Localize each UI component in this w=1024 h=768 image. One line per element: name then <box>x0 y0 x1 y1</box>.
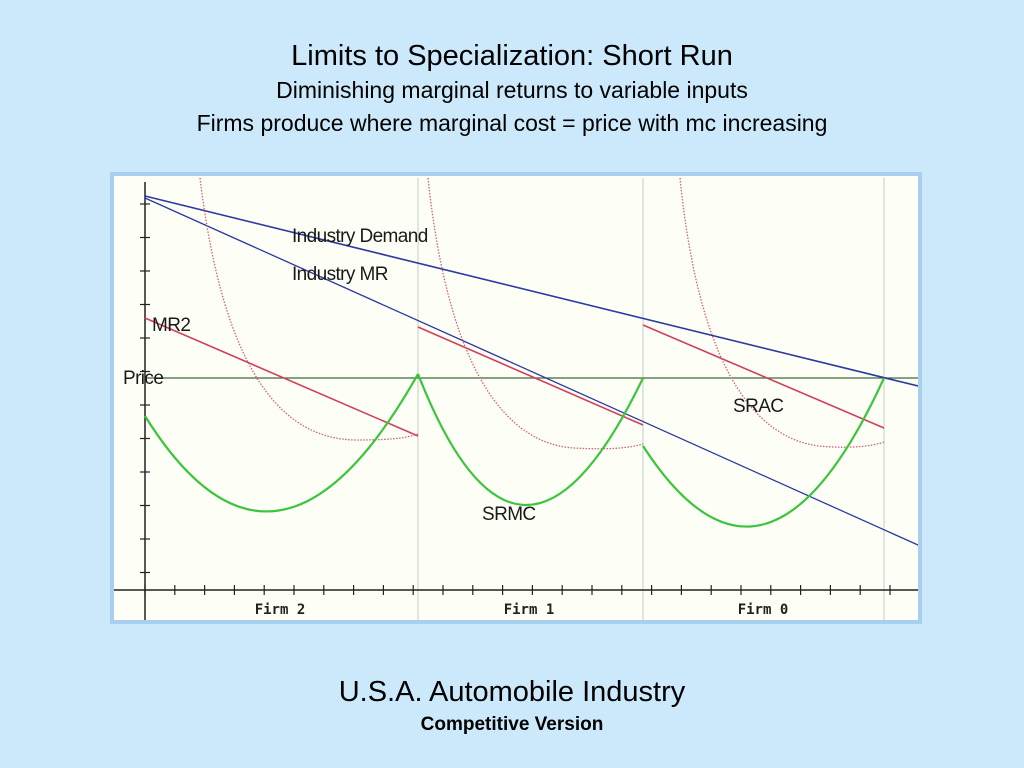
slide-title: Limits to Specialization: Short Run <box>291 40 733 72</box>
mr0-line <box>642 324 885 429</box>
price-label: Price <box>123 368 163 389</box>
firm-label-0: Firm 0 <box>738 602 789 618</box>
mr2-label: MR2 <box>152 315 190 336</box>
firm-label-2: Firm 2 <box>255 602 306 618</box>
industry-demand-line <box>144 195 918 387</box>
diagram-frame: Industry Demand Industry MR MR2 Price SR… <box>110 172 922 624</box>
srac-label: SRAC <box>733 396 783 417</box>
srmc-curve-firm0 <box>642 377 886 528</box>
srac-curve-firm1 <box>427 177 644 450</box>
srmc-label: SRMC <box>482 504 536 525</box>
specialization-diagram: Industry Demand Industry MR MR2 Price SR… <box>114 177 918 620</box>
footer-subtitle: Competitive Version <box>420 714 604 735</box>
industry-demand-label: Industry Demand <box>292 226 428 247</box>
srmc-curve-firm2 <box>144 373 419 513</box>
industry-mr-label: Industry MR <box>292 264 388 285</box>
slide-subtitle-1: Diminishing marginal returns to variable… <box>276 77 748 103</box>
mr2-line <box>144 317 419 437</box>
mr1-line <box>417 326 644 426</box>
y-axis-ticks <box>140 203 150 574</box>
srmc-curve-firm1 <box>416 373 644 507</box>
footer-title: U.S.A. Automobile Industry <box>338 676 686 708</box>
diagram-canvas: Industry Demand Industry MR MR2 Price SR… <box>114 176 918 620</box>
slide-title-block: Limits to Specialization: Short Run Dimi… <box>0 38 1024 140</box>
srac-curve-firm0 <box>679 177 885 448</box>
x-axis-ticks <box>144 585 891 595</box>
firm-label-1: Firm 1 <box>504 602 555 618</box>
srac-curve-firm2 <box>199 177 419 441</box>
industry-mr-line <box>144 197 918 546</box>
slide-subtitle-2: Firms produce where marginal cost = pric… <box>196 110 828 136</box>
